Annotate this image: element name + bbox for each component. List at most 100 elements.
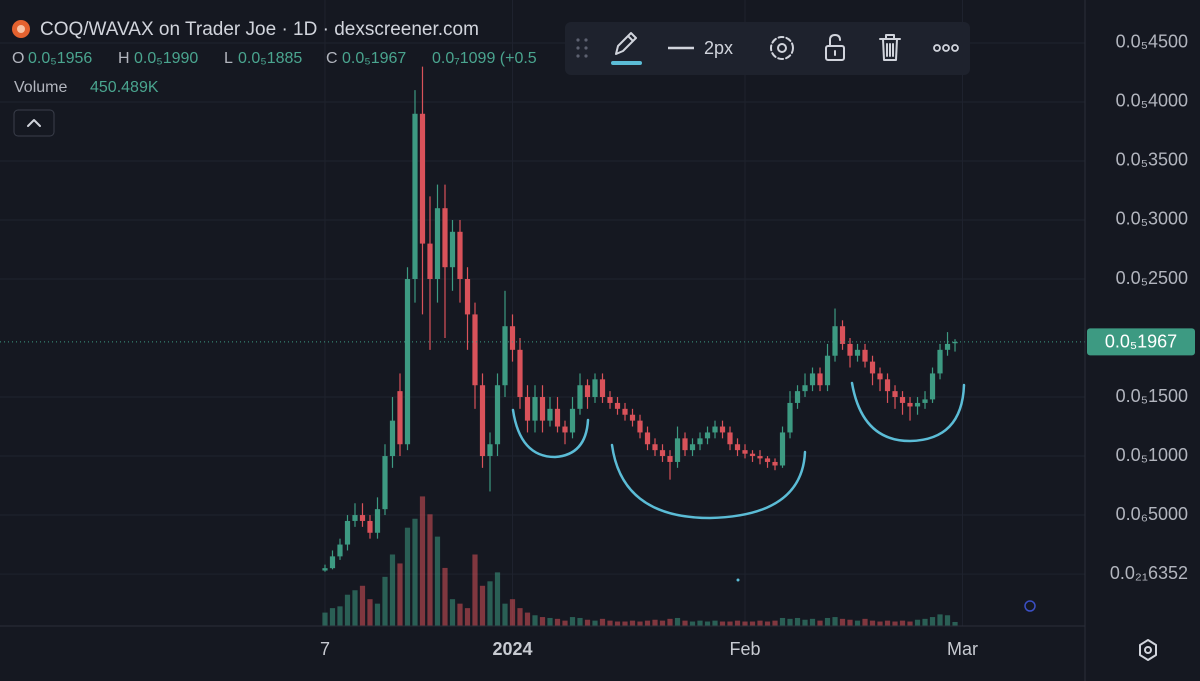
candle-body — [329, 556, 336, 569]
candle-body — [494, 385, 501, 445]
lock-button[interactable] — [825, 34, 845, 61]
axis-settings-button[interactable] — [1139, 639, 1157, 661]
candle-body — [487, 444, 493, 457]
candle-body — [689, 444, 696, 451]
volume-bar — [419, 496, 426, 626]
volume-bar — [944, 615, 951, 626]
y-tick-label: 0.0₅4500 — [1116, 32, 1188, 52]
volume-bar — [457, 603, 463, 626]
volume-bar — [629, 620, 636, 626]
volume-bar — [547, 617, 553, 626]
volume-bars — [322, 496, 958, 626]
more-button[interactable] — [933, 44, 959, 52]
candle-body — [937, 349, 943, 374]
candle-body — [929, 373, 936, 400]
volume-bar — [374, 603, 381, 626]
candle-body — [472, 314, 478, 386]
volume-bar — [764, 621, 771, 626]
drawing-curve[interactable] — [511, 408, 590, 459]
candle-body — [847, 343, 853, 356]
volume-bar — [742, 621, 748, 626]
volume-bar — [884, 620, 891, 626]
grid — [0, 0, 1085, 626]
candle-body — [427, 243, 433, 280]
candle-body — [809, 373, 816, 386]
volume-bar — [449, 599, 456, 626]
close-value: 0.0₅1967 — [342, 50, 406, 67]
volume-bar — [847, 619, 853, 626]
drawing-curve[interactable] — [850, 381, 966, 443]
volume-bar — [614, 621, 621, 626]
volume-bar — [659, 620, 666, 626]
collapse-button[interactable] — [13, 109, 55, 137]
volume-bar — [367, 599, 373, 626]
token-logo-inner — [17, 25, 25, 33]
volume-bar — [502, 603, 508, 626]
candle-body — [607, 397, 613, 403]
delete-button[interactable] — [879, 34, 901, 61]
pencil-button[interactable] — [611, 32, 642, 65]
line-width-button[interactable]: 2px — [668, 38, 733, 58]
candle-body — [779, 432, 786, 466]
x-tick-label: Feb — [729, 639, 760, 659]
candle-body — [442, 208, 448, 268]
volume-bar — [862, 618, 868, 626]
overlay — [511, 381, 1036, 612]
header: COQ/WAVAX on Trader Joe · 1D · dexscreen… — [12, 19, 537, 137]
candle-body — [877, 373, 883, 380]
candle-body — [832, 326, 838, 356]
drawing-curve[interactable] — [610, 443, 807, 520]
drawing-toolbar: 2px — [565, 22, 970, 75]
volume-bar — [532, 615, 538, 626]
volume-bar — [592, 620, 598, 626]
candle-body — [862, 349, 868, 362]
volume-bar — [487, 581, 493, 626]
volume-bar — [434, 536, 441, 626]
volume-bar — [427, 514, 433, 626]
candle-body — [764, 458, 771, 462]
candle-body — [899, 397, 906, 403]
volume-bar — [599, 618, 606, 626]
grip — [576, 38, 588, 58]
volume-bar — [584, 619, 591, 626]
volume-bar — [734, 620, 741, 626]
candle-body — [524, 397, 531, 421]
open-value: 0.0₅1956 — [28, 50, 92, 67]
volume-bar — [322, 612, 328, 626]
candle-body — [599, 379, 606, 398]
volume-bar — [622, 621, 628, 626]
candles — [0, 66, 1085, 572]
candle-body — [449, 231, 456, 268]
candle-body — [697, 438, 703, 445]
y-tick-label: 0.0₅2500 — [1116, 268, 1188, 288]
candle-body — [884, 379, 891, 392]
candle-body — [532, 397, 538, 421]
toolbar-background — [565, 22, 970, 75]
volume-bar — [509, 599, 516, 626]
candle-body — [787, 402, 793, 433]
volume-bar — [524, 612, 531, 626]
candle-body — [757, 456, 763, 459]
candle-body — [554, 408, 561, 427]
volume-bar — [404, 527, 411, 626]
volume-bar — [562, 620, 568, 626]
candle-body — [749, 453, 756, 457]
volume-bar — [682, 620, 688, 626]
high-value: 0.0₅1990 — [134, 50, 198, 67]
volume-bar — [892, 621, 898, 626]
candle-body — [817, 373, 823, 386]
marker-circle[interactable] — [1024, 600, 1036, 612]
candle-body — [479, 385, 486, 457]
candle-body — [907, 402, 913, 407]
candle-body — [674, 438, 681, 462]
volume-bar — [397, 563, 403, 626]
volume-label: Volume — [14, 79, 67, 96]
candle-body — [517, 349, 523, 398]
volume-bar — [569, 617, 576, 626]
candle-body — [652, 444, 658, 451]
candle-body — [644, 432, 651, 445]
candle-body — [854, 349, 861, 356]
settings-button[interactable] — [770, 36, 794, 60]
volume-bar — [757, 620, 763, 626]
